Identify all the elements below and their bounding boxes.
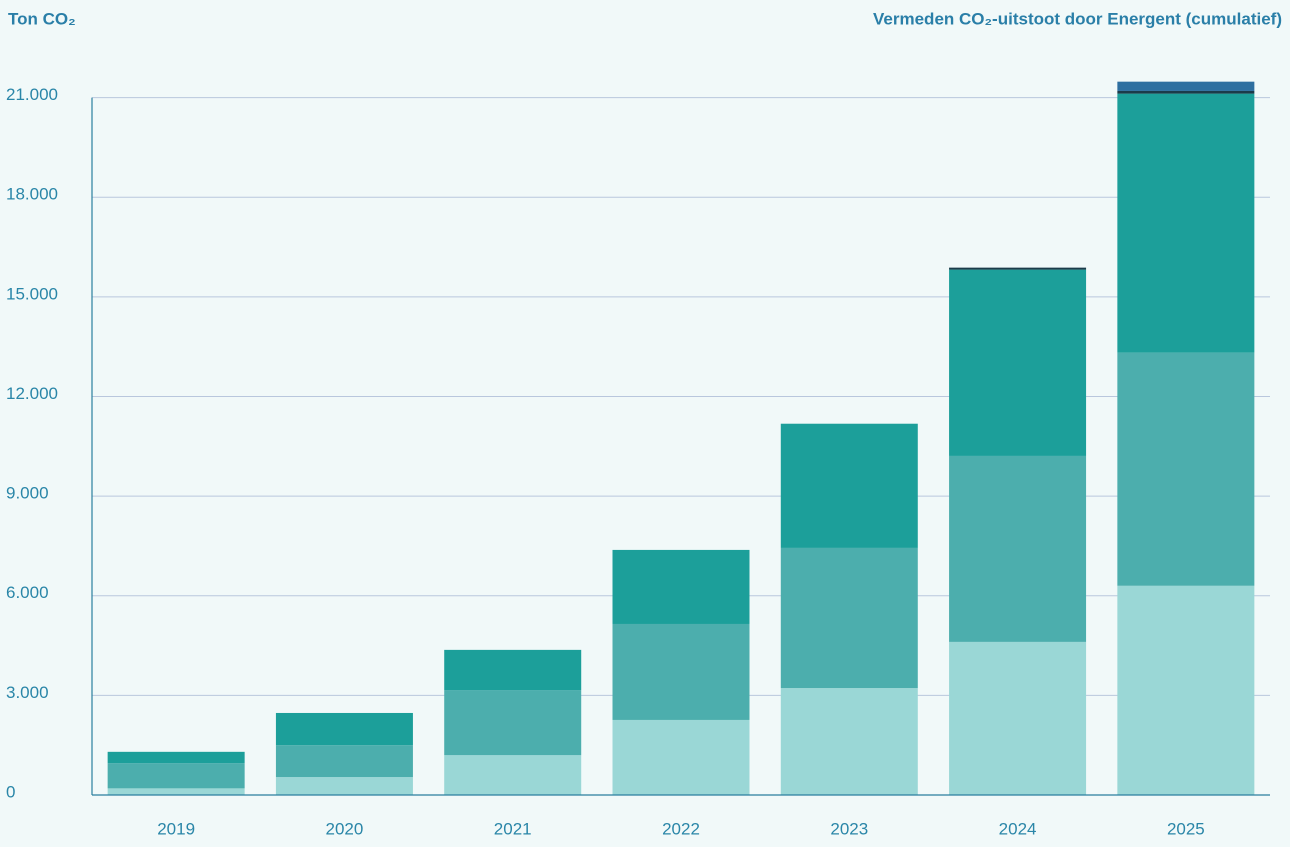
bar-segment [780,547,918,689]
bar-segment [275,745,413,778]
y-tick-label: 21.000 [6,85,58,104]
bar-segment [275,712,413,746]
y-tick-label: 3.000 [6,683,49,702]
x-tick-label: 2023 [830,819,868,838]
y-tick-label: 6.000 [6,583,49,602]
bar-segment [444,755,582,795]
bar-segment [780,688,918,795]
x-tick-label: 2020 [326,819,364,838]
y-tick-label: 12.000 [6,384,58,403]
bar-segment [949,641,1087,795]
bar-segment [107,763,245,789]
bar-segment [949,267,1087,270]
y-tick-label: 18.000 [6,185,58,204]
x-tick-label: 2022 [662,819,700,838]
bar-segment [1117,93,1255,353]
y-tick-label: 0 [6,782,15,801]
bar-segment [780,423,918,548]
y-axis-label: Ton CO₂ [8,9,76,28]
x-tick-label: 2025 [1167,819,1205,838]
bar-segment [107,751,245,764]
x-tick-label: 2024 [999,819,1037,838]
x-tick-label: 2021 [494,819,532,838]
bar-segment [275,777,413,795]
bar-segment [1117,90,1255,94]
y-tick-label: 15.000 [6,284,58,303]
bar-segment [444,649,582,691]
y-tick-label: 9.000 [6,484,49,503]
chart-title: Vermeden CO₂-uitstoot door Energent (cum… [873,9,1282,28]
x-tick-label: 2019 [157,819,195,838]
bar-segment [1117,81,1255,91]
bar-segment [444,690,582,756]
bar-segment [1117,352,1255,586]
bar-segment [949,455,1087,642]
bar-segment [107,788,245,795]
bar-segment [612,623,750,720]
bar-segment [1117,585,1255,795]
bar-segment [612,719,750,795]
bar-segment [949,269,1087,456]
bar-segment [612,549,750,624]
